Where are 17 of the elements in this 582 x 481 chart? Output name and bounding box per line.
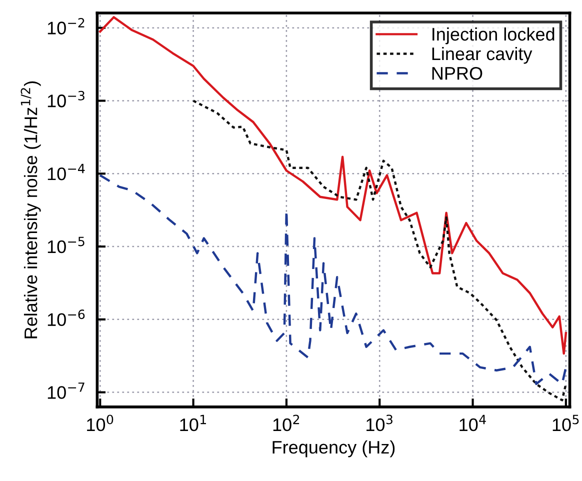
y-tick-label: 10$^{−3}$ [48,90,84,108]
y-axis-title: Relative intensity noise (1/Hz$^{1/2}$) [20,81,41,338]
y-tick-label: 10$^{−4}$ [48,164,85,180]
y-tick-label: 10$^{−6}$ [48,310,85,326]
x-tick-label: 10$^{5}$ [552,414,579,432]
x-tick-label: 10$^{0}$ [87,414,114,432]
x-tick-label: 10$^{1}$ [180,414,206,432]
x-tick-label: 10$^{4}$ [460,414,486,432]
x-tick-label: 10$^{2}$ [273,414,300,432]
legend-label: Injection locked [432,27,554,44]
y-tick-label: 10$^{−7}$ [48,382,84,399]
x-tick-label: 10$^{3}$ [366,414,392,432]
y-tick-label: 10$^{−5}$ [48,236,84,254]
legend-label: NPRO [432,66,482,80]
y-tick-label: 10$^{−2}$ [48,18,84,34]
legend-label: Linear cavity [432,46,532,64]
x-axis-title: Frequency (Hz) [272,440,395,458]
